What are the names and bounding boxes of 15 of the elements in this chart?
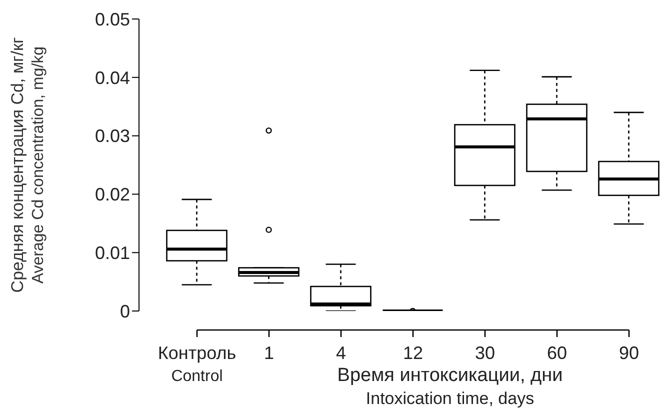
x-axis-title: Время интоксикации, дни Intoxication time, days	[337, 364, 563, 410]
x-tick-label: 30	[474, 343, 496, 363]
y-tick-label: 0.01	[94, 242, 130, 263]
x-tick-label: 1	[264, 343, 274, 363]
x-tick-label: 90	[618, 343, 640, 363]
x-tick-label: Контроль Control	[158, 343, 236, 385]
y-tick-label: 0.03	[94, 126, 130, 146]
y-tick-label: 0.02	[94, 184, 130, 205]
y-tick-label: 0	[120, 301, 130, 322]
y-tick-label: 0.05	[94, 9, 130, 30]
x-tick-label: 60	[546, 343, 568, 363]
x-tick-label: 4	[336, 343, 346, 363]
y-axis-title: Средняя концентрация Cd, мг/кг Average Cd concentration, mg/kg	[7, 37, 48, 293]
y-tick-label: 0.04	[94, 68, 130, 88]
x-tick-label: 12	[402, 343, 424, 363]
